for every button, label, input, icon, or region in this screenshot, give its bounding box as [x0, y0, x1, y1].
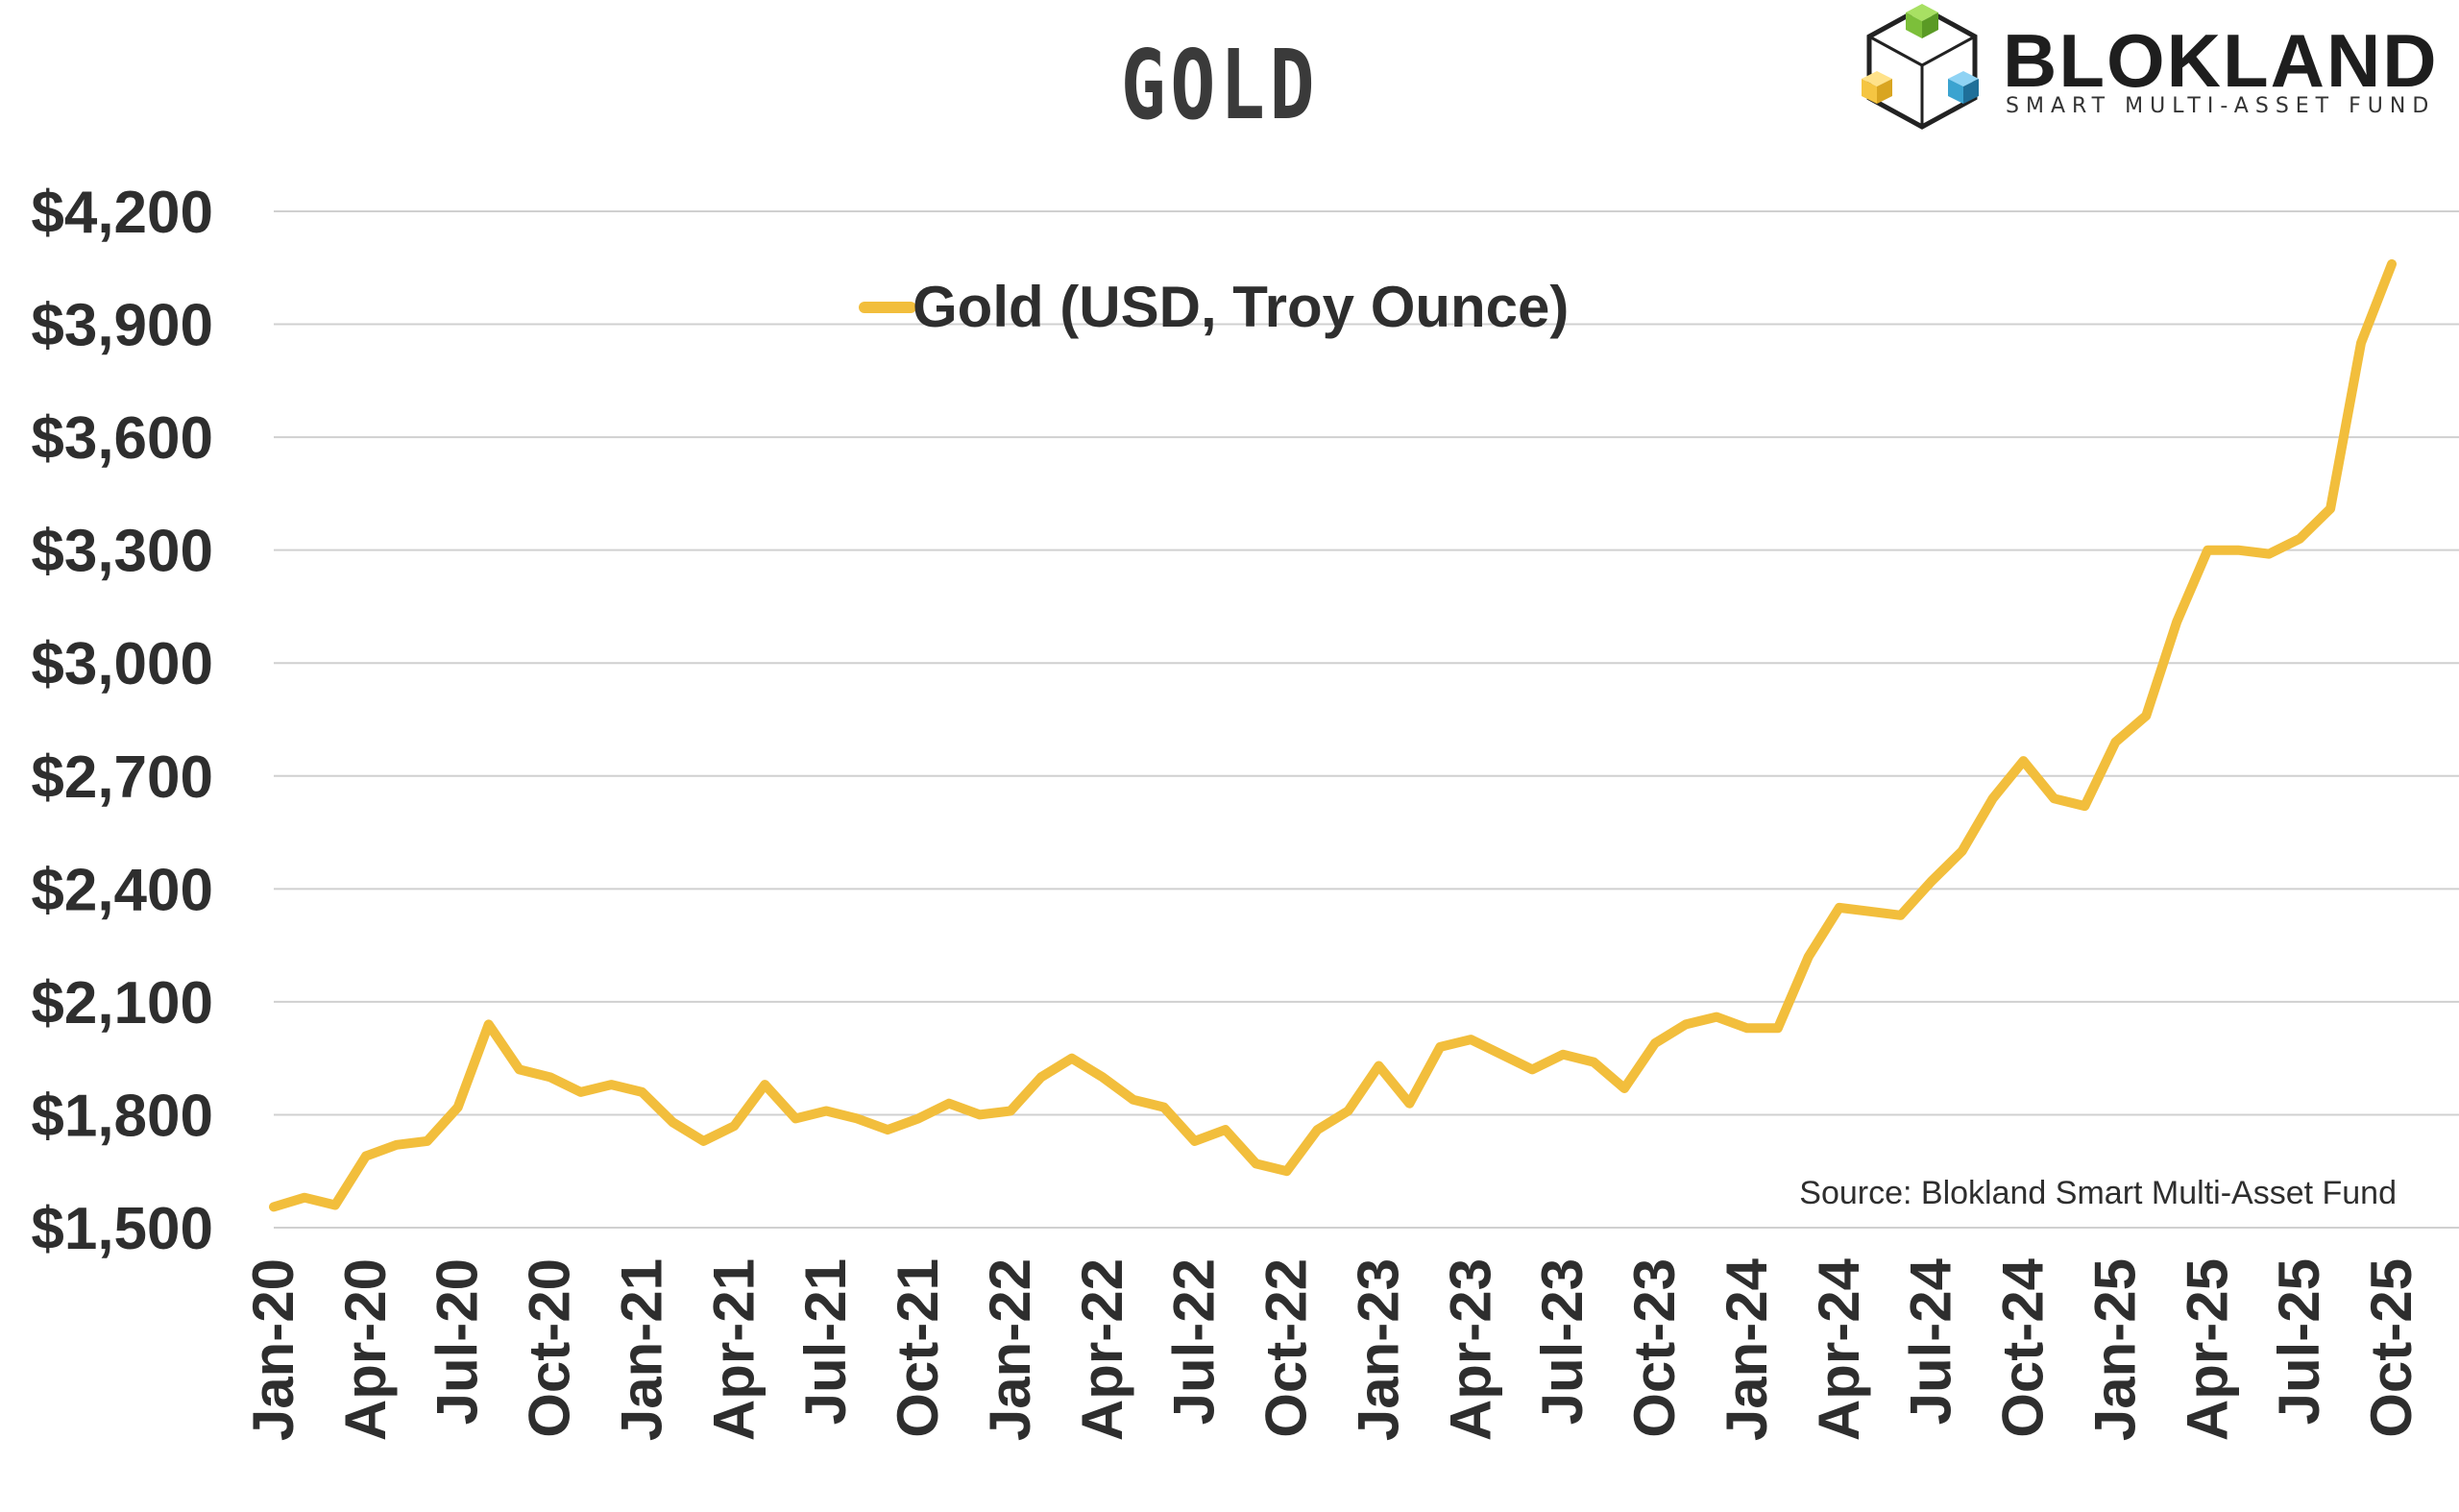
x-tick-label: Jul-22	[1162, 1258, 1227, 1425]
yellow-cube-icon	[1862, 71, 1892, 104]
x-tick-label: Jul-24	[1899, 1257, 1963, 1425]
cube-logo-icon	[1862, 4, 1979, 130]
x-tick-label: Jan-25	[2082, 1258, 2147, 1441]
x-tick-label: Apr-23	[1438, 1258, 1502, 1441]
x-tick-label: Apr-25	[2175, 1258, 2239, 1441]
chart-title: GOLD	[1120, 29, 1320, 141]
x-tick-label: Oct-20	[518, 1258, 582, 1438]
x-tick-label: Apr-20	[333, 1258, 398, 1441]
x-tick-label: Jan-22	[978, 1258, 1042, 1441]
legend: Gold (USD, Troy Ounce)	[859, 275, 1569, 339]
x-tick-label: Jan-24	[1715, 1257, 1779, 1441]
y-tick-label: $1,800	[31, 1083, 213, 1149]
source-note: Source: Blokland Smart Multi-Asset Fund	[1799, 1175, 2397, 1211]
y-tick-label: $2,700	[31, 744, 213, 811]
x-tick-label: Jul-23	[1530, 1258, 1595, 1425]
gridlines	[274, 210, 2459, 1229]
x-tick-label: Jan-21	[609, 1258, 673, 1441]
y-tick-label: $3,300	[31, 519, 213, 585]
brand-logo: BLOKLAND SMART MULTI-ASSET FUND	[1844, 0, 2459, 144]
x-tick-label: Oct-22	[1254, 1258, 1319, 1438]
series-line-gold	[269, 258, 2397, 1212]
x-tick-label: Oct-23	[1622, 1258, 1687, 1438]
x-tick-label: Apr-22	[1070, 1258, 1134, 1441]
x-tick-label: Apr-24	[1807, 1257, 1871, 1441]
x-tick-label: Jan-23	[1346, 1258, 1410, 1441]
y-tick-label: $1,500	[31, 1196, 213, 1262]
green-cube-icon	[1906, 4, 1938, 38]
x-tick-label: Jul-20	[426, 1258, 490, 1425]
y-tick-label: $2,400	[31, 857, 213, 923]
y-tick-label: $3,000	[31, 631, 213, 697]
legend-label: Gold (USD, Troy Ounce)	[913, 275, 1569, 339]
y-tick-label: $3,600	[31, 405, 213, 472]
x-tick-label: Jul-21	[793, 1258, 858, 1425]
x-tick-label: Apr-21	[701, 1258, 766, 1441]
blue-cube-icon	[1948, 71, 1979, 104]
x-tick-label: Oct-21	[886, 1258, 950, 1438]
y-axis-ticks: $1,500 $1,800 $2,100 $2,400 $2,700 $3,000 $3,3…	[31, 180, 213, 1262]
x-tick-label: Oct-24	[1991, 1257, 2056, 1437]
x-tick-label: Jul-25	[2267, 1258, 2331, 1425]
y-tick-label: $3,900	[31, 293, 213, 359]
y-tick-label: $4,200	[31, 180, 213, 246]
x-axis-ticks: Jan-20 Apr-20 Jul-20 Oct-20 Jan-21 Apr-21 Jul-…	[241, 1257, 2423, 1441]
y-tick-label: $2,100	[31, 970, 213, 1036]
logo-tagline: SMART MULTI-ASSET FUND	[2006, 94, 2436, 118]
x-tick-label: Oct-25	[2359, 1258, 2423, 1438]
logo-name: BLOKLAND	[2003, 18, 2439, 103]
x-tick-label: Jan-20	[241, 1258, 305, 1441]
